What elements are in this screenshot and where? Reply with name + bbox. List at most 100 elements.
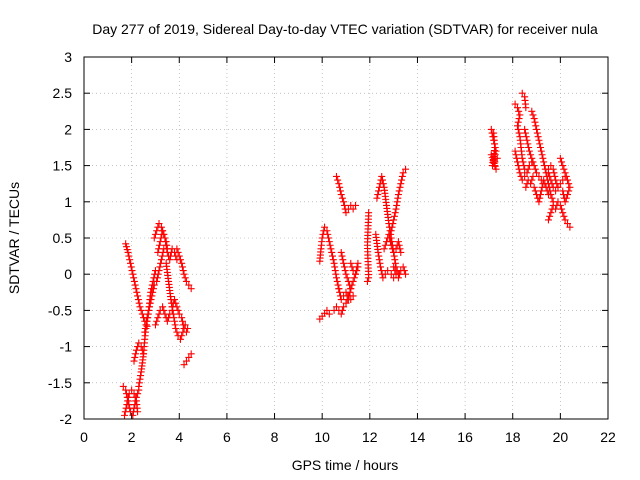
data-point	[348, 263, 356, 271]
data-point	[175, 310, 183, 318]
data-point	[535, 172, 543, 180]
data-point	[158, 252, 166, 260]
data-point	[514, 162, 522, 170]
data-point	[135, 379, 143, 387]
data-point	[335, 285, 343, 293]
data-point	[328, 248, 336, 256]
data-point	[561, 198, 569, 206]
data-point	[324, 230, 332, 238]
data-point	[536, 140, 544, 148]
data-point	[493, 154, 501, 162]
data-point	[391, 259, 399, 267]
x-tick-label: 10	[314, 429, 330, 445]
data-point	[552, 187, 560, 195]
data-point	[333, 277, 341, 285]
data-point	[345, 292, 353, 300]
data-point	[130, 357, 138, 365]
data-point	[523, 169, 531, 177]
data-point	[340, 263, 348, 271]
x-axis-label: GPS time / hours	[292, 457, 399, 473]
data-point	[329, 252, 337, 260]
x-tick-label: 14	[410, 429, 426, 445]
data-point	[124, 397, 132, 405]
data-point	[187, 350, 195, 358]
data-point	[524, 165, 532, 173]
data-point	[516, 169, 524, 177]
data-point	[399, 263, 407, 271]
data-point	[173, 245, 181, 253]
data-point	[511, 100, 519, 108]
data-point	[559, 162, 567, 170]
data-point	[122, 404, 130, 412]
data-point	[392, 205, 400, 213]
data-point	[533, 125, 541, 133]
data-point	[531, 118, 539, 126]
data-point	[522, 133, 530, 141]
data-point	[172, 325, 180, 332]
data-point	[138, 346, 146, 354]
data-point	[348, 281, 356, 289]
data-point	[513, 158, 521, 166]
data-point	[380, 245, 388, 253]
data-point	[130, 390, 138, 398]
data-point	[515, 107, 523, 115]
data-point	[554, 183, 562, 191]
data-point	[176, 335, 184, 343]
data-point	[136, 303, 144, 311]
data-point	[377, 267, 385, 275]
data-point	[523, 136, 531, 144]
data-point	[398, 172, 406, 180]
data-point	[365, 274, 373, 282]
x-tick-label: 12	[362, 429, 378, 445]
x-tick-label: 6	[223, 429, 231, 445]
data-point	[566, 183, 574, 191]
x-tick-label: 0	[80, 429, 88, 445]
data-point	[374, 248, 382, 256]
data-point	[133, 288, 141, 296]
data-point	[390, 252, 398, 260]
data-point	[160, 306, 168, 314]
data-point	[395, 187, 403, 195]
data-point	[515, 129, 523, 137]
data-point	[342, 299, 350, 307]
data-point	[553, 180, 561, 188]
data-point	[544, 216, 552, 224]
data-point	[137, 343, 145, 351]
data-point	[399, 169, 407, 177]
data-point	[344, 296, 352, 304]
data-point	[180, 325, 188, 332]
data-point	[340, 259, 348, 267]
data-point	[384, 267, 392, 275]
data-point	[566, 223, 574, 231]
data-point	[390, 216, 398, 224]
data-point	[527, 151, 535, 159]
data-point	[534, 133, 542, 141]
data-point	[154, 248, 162, 256]
y-tick-label: 0	[64, 266, 72, 282]
data-point	[130, 274, 138, 282]
data-point	[552, 176, 560, 184]
data-point	[387, 227, 395, 235]
data-point	[397, 248, 405, 256]
data-point	[560, 165, 568, 173]
y-tick-label: 0.5	[53, 230, 73, 246]
data-point	[337, 296, 345, 304]
data-point	[540, 176, 548, 184]
data-point	[182, 328, 190, 336]
data-point	[379, 180, 387, 188]
data-point	[402, 270, 410, 278]
data-point	[379, 274, 387, 282]
data-point	[396, 270, 404, 278]
data-point	[352, 270, 360, 278]
data-point	[127, 263, 135, 271]
data-point	[187, 285, 195, 293]
data-point	[331, 267, 339, 275]
data-point	[492, 165, 500, 173]
data-point	[542, 183, 550, 191]
data-point	[145, 306, 153, 314]
data-point	[546, 212, 554, 220]
data-point	[334, 176, 342, 184]
data-point	[562, 172, 570, 180]
data-point	[375, 256, 383, 264]
